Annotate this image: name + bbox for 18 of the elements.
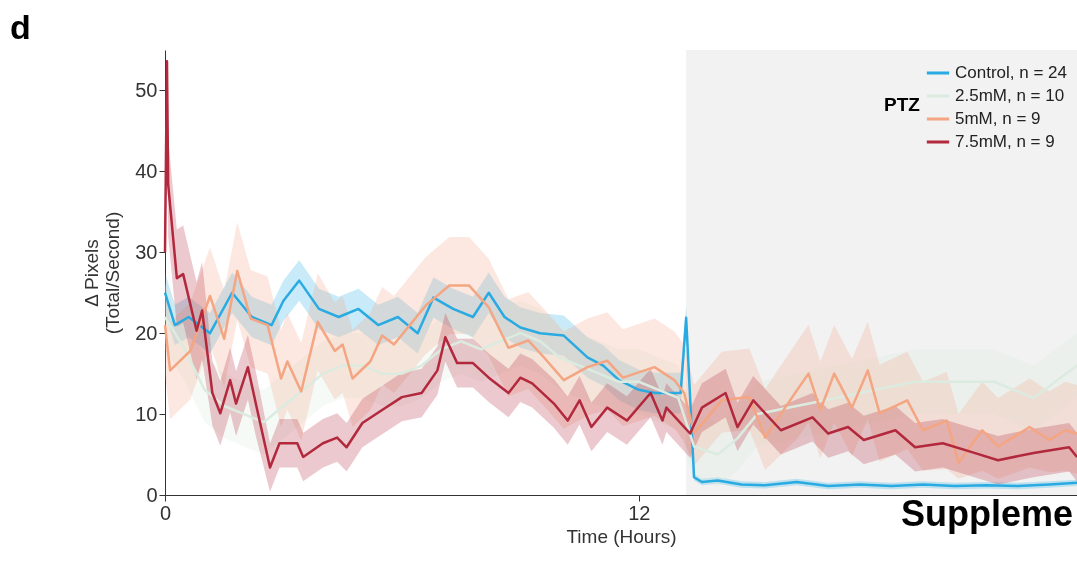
legend-label: Control, n = 24 xyxy=(955,63,1067,82)
y-tick-label: 30 xyxy=(135,240,158,263)
y-tick-label: 10 xyxy=(135,402,158,425)
legend-label: 7.5mM, n = 9 xyxy=(955,132,1055,151)
text: d xyxy=(10,8,31,47)
y-tick-label: 0 xyxy=(146,483,158,506)
legend-title: PTZ xyxy=(884,94,921,115)
line-series xyxy=(163,315,1077,456)
legend-label: 5mM, n = 9 xyxy=(955,109,1041,128)
line-series xyxy=(163,269,1077,464)
x-axis-title: Time (Hours) xyxy=(566,525,677,547)
y-tick-label: 50 xyxy=(135,78,158,101)
y-tick-label: 40 xyxy=(135,159,158,182)
x-tick-label: 12 xyxy=(628,501,651,524)
y-tick-label: 20 xyxy=(135,321,158,344)
legend-label: 2.5mM, n = 10 xyxy=(955,86,1065,105)
y-axis-title: Δ Pixels (Total/Second) xyxy=(81,211,124,335)
annotation: Suppleme xyxy=(900,493,1073,535)
